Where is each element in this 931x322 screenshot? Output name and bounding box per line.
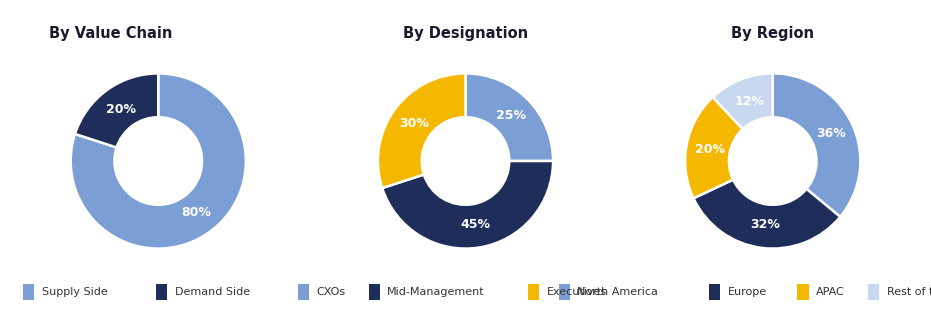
Bar	[797, 284, 808, 300]
Text: 25%: 25%	[495, 109, 526, 122]
Text: 36%: 36%	[816, 127, 845, 140]
Text: Supply Side: Supply Side	[42, 287, 108, 297]
Bar	[528, 284, 539, 300]
Bar	[298, 284, 309, 300]
Bar	[868, 284, 879, 300]
Text: 32%: 32%	[749, 218, 779, 231]
Text: Executives: Executives	[546, 287, 607, 297]
Text: Rest of the World: Rest of the World	[886, 287, 931, 297]
Title: By Designation: By Designation	[403, 26, 528, 41]
Title: By Region: By Region	[731, 26, 815, 41]
Text: 45%: 45%	[461, 218, 491, 231]
Wedge shape	[378, 73, 466, 188]
Text: Primary Sources: Primary Sources	[395, 11, 536, 26]
Bar	[23, 284, 34, 300]
Text: Europe: Europe	[728, 287, 767, 297]
Bar	[709, 284, 721, 300]
Wedge shape	[71, 73, 246, 249]
Text: 20%: 20%	[106, 103, 136, 116]
Wedge shape	[383, 161, 553, 249]
Wedge shape	[75, 73, 158, 147]
Bar	[369, 284, 380, 300]
Bar	[155, 284, 168, 300]
Wedge shape	[713, 73, 773, 129]
Text: CXOs: CXOs	[317, 287, 345, 297]
Wedge shape	[773, 73, 860, 217]
Text: 30%: 30%	[398, 117, 428, 130]
Wedge shape	[466, 73, 553, 161]
Bar	[559, 284, 570, 300]
Text: APAC: APAC	[816, 287, 844, 297]
Text: Demand Side: Demand Side	[175, 287, 250, 297]
Text: North America: North America	[577, 287, 658, 297]
Wedge shape	[694, 180, 840, 249]
Text: Mid-Management: Mid-Management	[387, 287, 485, 297]
Text: By Value Chain: By Value Chain	[48, 26, 172, 41]
Text: 20%: 20%	[695, 143, 725, 156]
Text: 12%: 12%	[735, 95, 764, 108]
Wedge shape	[685, 97, 743, 198]
Text: 80%: 80%	[181, 206, 210, 219]
